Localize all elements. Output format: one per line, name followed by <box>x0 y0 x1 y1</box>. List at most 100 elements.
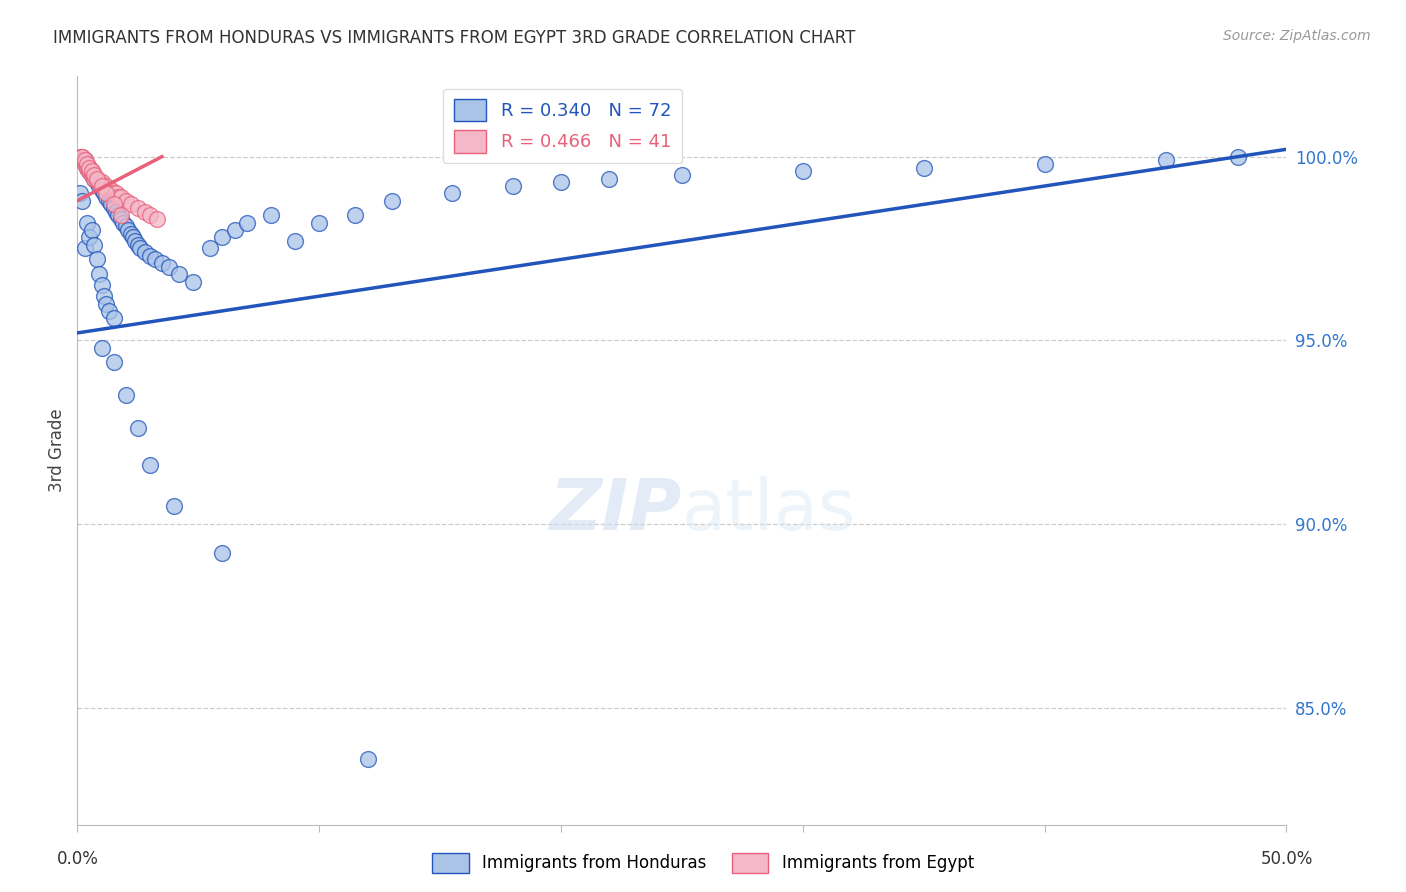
Point <box>163 499 186 513</box>
Point <box>211 230 233 244</box>
Point <box>139 458 162 472</box>
Point <box>134 204 156 219</box>
Point <box>73 242 96 256</box>
Point <box>86 175 108 189</box>
Point <box>183 275 205 289</box>
Point <box>120 197 142 211</box>
Point <box>103 355 125 369</box>
Point <box>80 168 103 182</box>
Point <box>80 164 103 178</box>
Point <box>87 175 110 189</box>
Point <box>122 230 145 244</box>
Point <box>90 175 112 189</box>
Point <box>124 234 146 248</box>
Point <box>80 168 103 182</box>
Point <box>110 190 132 204</box>
Point <box>103 311 125 326</box>
Point <box>117 223 139 237</box>
Point <box>93 289 115 303</box>
Point <box>100 183 122 197</box>
Point <box>83 168 105 182</box>
Point <box>76 161 98 175</box>
Legend: Immigrants from Honduras, Immigrants from Egypt: Immigrants from Honduras, Immigrants fro… <box>426 847 980 880</box>
Point <box>200 242 222 256</box>
Point <box>134 245 156 260</box>
Point <box>114 219 136 234</box>
Point <box>79 164 101 178</box>
Point <box>83 168 105 182</box>
Point <box>103 186 125 201</box>
Point <box>502 179 524 194</box>
Point <box>1154 153 1177 168</box>
Point <box>105 204 128 219</box>
Point <box>97 304 120 318</box>
Point <box>792 164 814 178</box>
Point <box>112 216 135 230</box>
Point <box>86 171 108 186</box>
Point <box>100 197 122 211</box>
Point <box>70 194 93 208</box>
Point <box>73 153 96 168</box>
Text: atlas: atlas <box>682 476 856 545</box>
Point <box>1033 157 1056 171</box>
Point <box>79 161 101 175</box>
Point <box>143 252 166 267</box>
Point <box>146 212 169 227</box>
Legend: R = 0.340   N = 72, R = 0.466   N = 41: R = 0.340 N = 72, R = 0.466 N = 41 <box>443 88 682 163</box>
Point <box>87 179 110 194</box>
Point <box>76 157 98 171</box>
Point <box>73 153 96 168</box>
Point <box>284 234 307 248</box>
Point <box>79 161 101 175</box>
Point <box>308 216 330 230</box>
Point <box>129 242 152 256</box>
Point <box>381 194 404 208</box>
Point <box>127 421 149 435</box>
Point <box>93 186 115 201</box>
Point <box>80 164 103 178</box>
Point <box>96 190 118 204</box>
Point <box>139 249 162 263</box>
Point <box>79 230 101 244</box>
Point <box>69 186 91 201</box>
Y-axis label: 3rd Grade: 3rd Grade <box>48 409 66 492</box>
Point <box>598 171 620 186</box>
Point <box>441 186 464 201</box>
Point <box>83 237 105 252</box>
Text: ZIP: ZIP <box>550 476 682 545</box>
Point <box>80 223 103 237</box>
Point <box>139 208 162 222</box>
Point <box>93 179 115 194</box>
Point <box>76 161 98 175</box>
Text: 0.0%: 0.0% <box>56 850 98 868</box>
Text: 50.0%: 50.0% <box>1260 850 1313 868</box>
Point <box>150 256 173 270</box>
Point <box>356 752 378 766</box>
Point <box>107 190 129 204</box>
Point <box>211 546 233 560</box>
Point <box>157 260 180 274</box>
Point <box>107 208 129 222</box>
Point <box>912 161 935 175</box>
Point <box>90 278 112 293</box>
Point <box>90 179 112 194</box>
Point <box>86 171 108 186</box>
Point <box>70 153 93 168</box>
Point <box>105 186 128 201</box>
Point <box>235 216 257 230</box>
Point <box>86 252 108 267</box>
Point <box>73 153 96 168</box>
Point <box>90 341 112 355</box>
Point <box>87 267 110 281</box>
Text: IMMIGRANTS FROM HONDURAS VS IMMIGRANTS FROM EGYPT 3RD GRADE CORRELATION CHART: IMMIGRANTS FROM HONDURAS VS IMMIGRANTS F… <box>53 29 856 47</box>
Point <box>96 296 118 310</box>
Point <box>70 150 93 164</box>
Point <box>114 388 136 402</box>
Point <box>76 216 98 230</box>
Point <box>114 194 136 208</box>
Point <box>120 227 142 241</box>
Text: Source: ZipAtlas.com: Source: ZipAtlas.com <box>1223 29 1371 44</box>
Point <box>79 164 101 178</box>
Point <box>167 267 190 281</box>
Point <box>1227 150 1250 164</box>
